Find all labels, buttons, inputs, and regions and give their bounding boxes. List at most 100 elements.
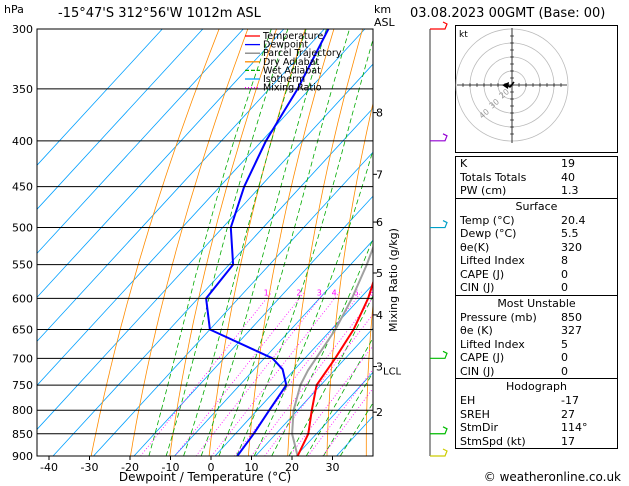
storm-motion-marker [502, 82, 509, 89]
dry-adiabat [405, 29, 449, 456]
wind-barb [430, 133, 448, 142]
surface-index-value: 320 [561, 240, 582, 254]
pressure-tick-label: 500 [12, 222, 33, 235]
hodograph-frame [455, 25, 618, 153]
isotherm-line [37, 29, 325, 342]
pressure-tick-label: 450 [12, 181, 33, 194]
basic-index-label: K [460, 157, 468, 170]
hodo-index-value: 27 [561, 407, 575, 421]
basic-index-value: 1.3 [561, 184, 579, 197]
surface-index-label: CAPE (J) [460, 267, 505, 281]
x-tick-label: 30 [326, 461, 340, 474]
hodo-index-value: 17 [561, 434, 575, 448]
surface-index-label: CIN (J) [460, 281, 495, 294]
mu-index-label: CIN (J) [460, 364, 495, 378]
legend-label: Mixing Ratio [263, 83, 322, 94]
hodograph-title: Hodograph [506, 380, 567, 393]
surface-index-label: Temp (°C) [460, 213, 515, 227]
basic-index-row: Totals Totals 40 [456, 171, 617, 185]
basic-index-row: K 19 [456, 157, 617, 171]
mixing-ratio-line [174, 291, 305, 456]
hodo-index-label: StmDir [460, 421, 499, 434]
mu-index-label: CAPE (J) [460, 351, 505, 364]
legend-label: Temperature [262, 31, 323, 42]
hodo-index-row: StmDir 114° [456, 421, 617, 435]
dewpoint-line [205, 29, 330, 456]
pressure-tick-label: 900 [12, 450, 33, 463]
plot-frame [36, 28, 374, 457]
isotherm-line [37, 29, 285, 298]
km-tick-label: 6 [376, 216, 383, 229]
surface-index-value: 20.4 [561, 213, 586, 227]
mu-index-label: θe (K) [460, 324, 493, 337]
credit: © weatheronline.co.uk [483, 470, 621, 484]
mixing-ratio-line [307, 368, 373, 456]
wind-barb [430, 448, 448, 457]
hodograph-section: Hodograph EH -17 SREH 27 StmDir 114° StmSpd (k… [456, 378, 617, 448]
pressure-tick-label: 850 [12, 428, 33, 441]
isotherm-line [37, 29, 204, 210]
mixing-ratio-label: 15 [403, 288, 413, 297]
pressure-tick-label: 550 [12, 259, 33, 272]
hodo-index-row: StmSpd (kt) 17 [456, 435, 617, 449]
pressure-tick-label: 600 [12, 292, 33, 305]
surface-index-row: CIN (J) 0 [456, 281, 617, 295]
mu-index-row: CAPE (J) 0 [456, 351, 617, 365]
pressure-tick-label: 700 [12, 352, 33, 365]
mixing-ratio-label: 1 [264, 288, 269, 297]
dry-adiabat [90, 29, 220, 456]
mu-index-value: 5 [561, 337, 568, 351]
dry-adiabat [130, 29, 249, 456]
legend-label: Parcel Trajectory [263, 48, 342, 59]
pressure-tick-label: 300 [12, 23, 33, 36]
x-axis-label: Dewpoint / Temperature (°C) [119, 470, 291, 484]
hodo-index-row: EH -17 [456, 394, 617, 408]
legend-label: Dewpoint [263, 40, 308, 51]
mu-index-row: θe (K) 327 [456, 324, 617, 338]
hodo-index-value: 114° [561, 421, 588, 434]
pressure-tick-label: 750 [12, 379, 33, 392]
hodo-index-label: SREH [460, 407, 490, 421]
mixing-ratio-label: 6 [353, 288, 358, 297]
wind-barb [430, 426, 448, 435]
legend-label: Wet Adiabat [263, 65, 321, 76]
hodo-index-value: -17 [561, 394, 579, 407]
mu-index-value: 0 [561, 364, 568, 378]
basic-index-value: 19 [561, 157, 575, 170]
mu-index-row: Pressure (mb) 850 [456, 311, 617, 325]
mu-index-value: 327 [561, 324, 582, 337]
most-unstable-title: Most Unstable [497, 296, 576, 310]
pressure-tick-label: 800 [12, 404, 33, 417]
surface-section: Surface Temp (°C) 20.4 Dewp (°C) 5.5 θe(K) 32… [456, 197, 617, 295]
indices-table: K 19 Totals Totals 40 PW (cm) 1.3 Surface Tem… [455, 156, 618, 449]
hodograph-unit: kt [459, 30, 468, 40]
legend-label: Dry Adiabat [263, 57, 320, 68]
basic-index-label: Totals Totals [460, 170, 527, 184]
x-tick-label: -40 [40, 461, 58, 474]
mu-index-row: Lifted Index 5 [456, 338, 617, 352]
mu-index-value: 850 [561, 310, 582, 324]
surface-title: Surface [515, 199, 558, 213]
surface-index-row: θe(K) 320 [456, 241, 617, 255]
datetime-title: 03.08.2023 00GMT (Base: 00) [410, 6, 606, 21]
pressure-unit-label: hPa [4, 3, 24, 16]
km-tick-label: 7 [376, 168, 383, 181]
hodo-index-label: StmSpd (kt) [460, 434, 526, 448]
wind-barb [430, 21, 448, 30]
mixing-ratio-label: 25 [435, 288, 445, 297]
surface-index-row: CAPE (J) 0 [456, 268, 617, 282]
surface-index-label: Lifted Index [460, 254, 525, 267]
mixing-ratio-label: 3 [317, 288, 322, 297]
mu-index-value: 0 [561, 351, 568, 364]
km-unit-label: km [374, 3, 392, 16]
surface-index-label: Dewp (°C) [460, 227, 517, 240]
wet-adiabat [148, 29, 272, 456]
legend-label: Isotherm [263, 74, 305, 85]
x-tick-label: 20 [285, 461, 299, 474]
surface-index-value: 8 [561, 254, 568, 267]
km-tick-label: 3 [376, 361, 383, 374]
wind-barb [430, 350, 448, 359]
x-tick-label: -20 [121, 461, 139, 474]
